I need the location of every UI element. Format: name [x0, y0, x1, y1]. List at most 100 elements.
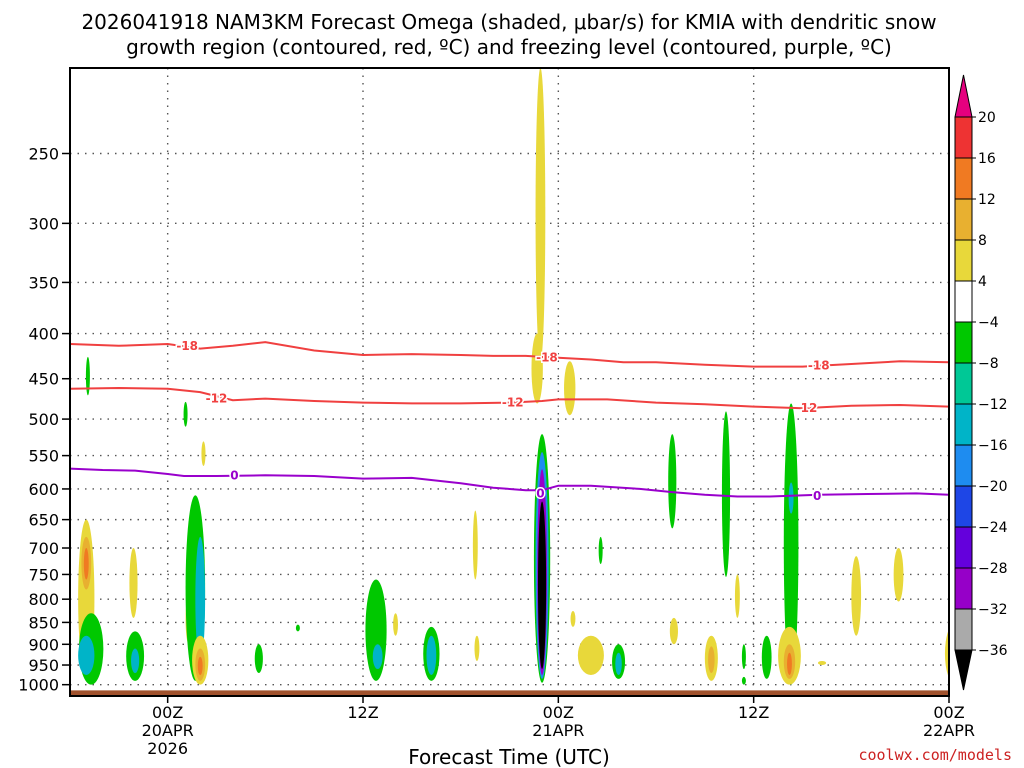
omega-cell — [295, 624, 300, 632]
colorbar-min-arrow — [954, 649, 973, 691]
y-tick-label: 450 — [28, 370, 59, 389]
y-tick-label: 350 — [28, 273, 59, 292]
colorbar-tick-label: −20 — [978, 479, 1008, 495]
colorbar-tick-label: −12 — [978, 397, 1008, 413]
omega-cell — [761, 635, 772, 679]
colorbar-segment — [954, 485, 973, 528]
contour-label: 0 — [230, 468, 238, 482]
y-tick-label: 550 — [28, 447, 59, 466]
colorbar-tick-label: −8 — [978, 356, 999, 372]
omega-cell-peak — [538, 68, 543, 156]
omega-cell — [85, 356, 90, 396]
x-tick-label: 00Z — [543, 703, 574, 722]
omega-cell — [944, 628, 949, 679]
omega-cell — [734, 574, 740, 618]
colorbar: 20 16 12 8 4 −4 −8 −12 −16 −20 −24 −28 −32 −36 — [954, 74, 1008, 691]
colorbar-tick-label: 20 — [978, 110, 996, 126]
y-tick-label: 950 — [28, 656, 59, 675]
omega-cell — [372, 644, 383, 670]
contour-label: 0 — [813, 489, 821, 503]
y-tick-label: 700 — [28, 539, 59, 558]
plot-background — [70, 68, 949, 696]
colorbar-segment — [954, 608, 973, 651]
contour-label: -18 — [808, 359, 830, 373]
omega-cell — [788, 482, 794, 514]
omega-cell — [183, 401, 188, 427]
colorbar-segment — [954, 567, 973, 610]
x-tick-label: 12Z — [347, 703, 378, 722]
colorbar-tick-label: −24 — [978, 520, 1008, 536]
x-tick-label: 12Z — [738, 703, 769, 722]
omega-cell — [570, 610, 576, 627]
colorbar-segment — [954, 239, 973, 282]
omega-cell — [669, 617, 678, 645]
omega-cell — [83, 548, 89, 580]
omega-cell — [851, 556, 862, 636]
y-tick-label: 600 — [28, 480, 59, 499]
colorbar-tick-label: −4 — [978, 315, 999, 331]
colorbar-segment — [954, 198, 973, 241]
y-tick-label: 750 — [28, 565, 59, 584]
omega-cell — [537, 501, 547, 670]
omega-cell — [201, 441, 206, 466]
omega-cell — [393, 613, 398, 636]
omega-shading-layer — [78, 68, 1024, 685]
ground-surface — [70, 690, 949, 696]
x-tick-label: 20APR — [142, 721, 194, 740]
y-axis: 250 300 350 400 450 500 550 600 650 700 750 800 850 9… — [18, 144, 70, 695]
colorbar-max-arrow — [954, 74, 973, 118]
omega-cell — [668, 434, 677, 529]
omega-cell — [1021, 622, 1024, 680]
colorbar-segment — [954, 362, 973, 405]
contour-line — [70, 386, 949, 410]
omega-cell — [564, 361, 576, 416]
contour-label: 12 — [801, 401, 818, 415]
omega-cell — [472, 510, 478, 580]
colorbar-segment — [954, 116, 973, 159]
colorbar-segment — [954, 280, 973, 323]
colorbar-segment — [954, 403, 973, 446]
omega-cell — [131, 648, 140, 674]
colorbar-segment — [954, 444, 973, 487]
omega-cell — [721, 411, 731, 577]
colorbar-tick-label: 12 — [978, 192, 996, 208]
y-tick-label: 800 — [28, 590, 59, 609]
omega-cell — [783, 403, 799, 685]
colorbar-tick-label: −28 — [978, 561, 1008, 577]
contour-label: 0 — [536, 486, 544, 500]
contour-label: -18 — [176, 339, 198, 353]
omega-cell — [474, 635, 480, 661]
y-tick-label: 300 — [28, 214, 59, 233]
colorbar-tick-label: 4 — [978, 274, 987, 290]
omega-cell — [741, 644, 746, 670]
contour-label: -12 — [502, 396, 524, 410]
x-tick-label: 22APR — [923, 721, 975, 740]
ground-layer — [70, 690, 949, 696]
omega-cell — [893, 548, 904, 602]
x-tick-label: 00Z — [933, 703, 964, 722]
plot-area: -18 -18 -18 -12 -12 12 0 0 0 — [69, 67, 1024, 697]
x-tick-label: 00Z — [152, 703, 183, 722]
omega-cell — [254, 644, 263, 674]
chart-title-line-1: 2026041918 NAM3KM Forecast Omega (shaded… — [81, 10, 936, 34]
y-tick-label: 900 — [28, 635, 59, 654]
colorbar-tick-label: −32 — [978, 602, 1008, 618]
contour-label: -12 — [206, 392, 228, 406]
colorbar-segment — [954, 321, 973, 364]
x-tick-label: 21APR — [532, 721, 584, 740]
omega-cell — [708, 646, 715, 674]
chart-title-line-2: growth region (contoured, red, ºC) and f… — [126, 35, 892, 59]
y-tick-label: 500 — [28, 410, 59, 429]
omega-cell — [598, 536, 603, 565]
site-credit: coolwx.com/models — [858, 746, 1012, 764]
omega-cell — [78, 635, 95, 675]
colorbar-segment — [954, 526, 973, 569]
omega-cell — [197, 656, 203, 675]
omega-cell — [817, 660, 827, 666]
y-tick-label: 850 — [28, 613, 59, 632]
y-tick-label: 1000 — [18, 676, 59, 695]
y-tick-label: 250 — [28, 144, 59, 163]
omega-cell — [531, 333, 543, 404]
